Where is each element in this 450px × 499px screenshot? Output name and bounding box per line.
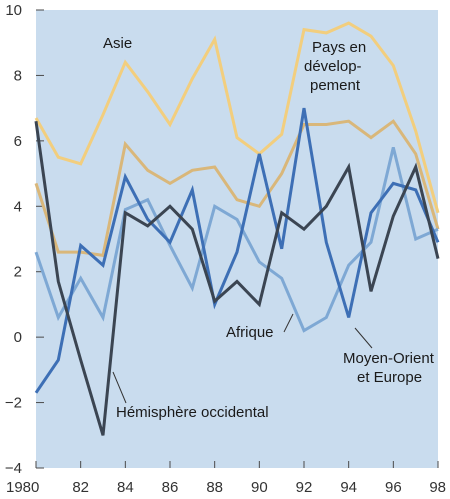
series-afrique: [34, 147, 439, 333]
y-tick-label: 10: [5, 2, 22, 19]
annotation-afrique: Afrique: [226, 324, 274, 341]
series-lines: [34, 21, 440, 436]
series-moyen-orient-et-europe: [34, 107, 440, 394]
y-axis-ticks: −4 −2 0 2 4 6 8 10: [5, 2, 44, 477]
x-tick-label: 92: [296, 479, 313, 496]
y-tick-label: −4: [5, 460, 22, 477]
y-tick-label: 6: [14, 133, 22, 150]
annotation-leader-afrique: [283, 313, 294, 333]
annotation-pays-line3: pement: [310, 77, 361, 94]
annotation-asie: Asie: [103, 35, 132, 52]
x-tick-label: 98: [429, 479, 446, 496]
series-pays-en-developpement: [34, 119, 440, 258]
x-tick-label: 94: [340, 479, 357, 496]
annotation-leader-moyen: [354, 327, 373, 349]
x-axis-ticks: 1980 82 84 86 88 90 92 94 96 98: [6, 461, 446, 496]
y-tick-label: 8: [14, 67, 22, 84]
x-tick-label: 1980: [6, 479, 39, 496]
y-tick-label: −2: [5, 395, 22, 412]
plot-background: [36, 10, 438, 468]
x-tick-label: 86: [162, 479, 179, 496]
annotations: Asie Pays en dévelop- pement Afrique Moy…: [103, 35, 435, 421]
annotation-hemisphere: Hémisphère occidental: [116, 404, 269, 421]
y-tick-label: 4: [14, 198, 22, 215]
annotation-moyen-line1: Moyen-Orient: [343, 350, 435, 367]
series-hemisphere-occidental: [34, 120, 440, 436]
annotation-leader-hemisphere: [112, 371, 127, 404]
x-tick-label: 82: [72, 479, 89, 496]
x-tick-label: 90: [251, 479, 268, 496]
annotation-pays-line2: dévelop-: [304, 58, 362, 75]
x-tick-label: 96: [385, 479, 402, 496]
annotation-moyen-line2: et Europe: [357, 369, 422, 386]
y-tick-label: 0: [14, 329, 22, 346]
x-tick-label: 88: [206, 479, 223, 496]
x-tick-label: 84: [117, 479, 134, 496]
annotation-pays-line1: Pays en: [312, 39, 366, 56]
y-tick-label: 2: [14, 264, 22, 281]
